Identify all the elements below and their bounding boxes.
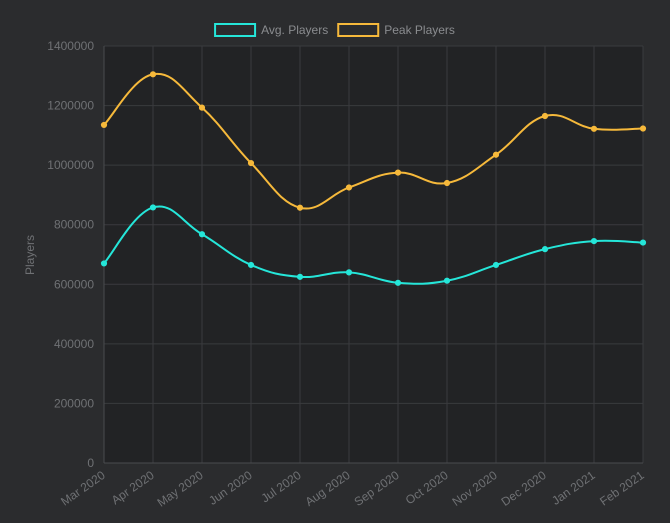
data-point-avg-players[interactable]	[639, 239, 647, 246]
x-tick-label: May 2020	[155, 468, 206, 510]
legend-label-peak-players: Peak Players	[384, 23, 455, 37]
data-point-peak-players[interactable]	[639, 125, 647, 132]
data-point-peak-players[interactable]	[443, 179, 451, 187]
data-point-avg-players[interactable]	[100, 260, 108, 267]
x-tick-label: Nov 2020	[450, 468, 500, 509]
y-tick-label: 1000000	[47, 158, 94, 172]
data-point-avg-players[interactable]	[492, 261, 500, 269]
data-point-avg-players[interactable]	[443, 277, 451, 284]
y-tick-label: 800000	[54, 218, 94, 232]
data-point-avg-players[interactable]	[590, 237, 598, 245]
data-point-peak-players[interactable]	[100, 121, 108, 129]
plot-area	[104, 46, 643, 463]
series-peak-players	[100, 71, 647, 211]
data-point-peak-players[interactable]	[149, 71, 157, 78]
y-axis: 0 200000 400000 600000 800000 1000000 1200000 1…	[47, 39, 105, 470]
x-tick-label: Jul 2020	[259, 468, 304, 506]
x-tick-label: Feb 2021	[597, 468, 647, 509]
y-tick-label: 0	[87, 456, 94, 470]
data-point-peak-players[interactable]	[247, 159, 255, 167]
data-point-peak-players[interactable]	[394, 169, 402, 176]
data-point-peak-players[interactable]	[541, 112, 549, 120]
y-tick-label: 400000	[54, 337, 94, 351]
y-tick-label: 600000	[54, 277, 94, 291]
x-tick-label: Oct 2020	[403, 468, 451, 508]
y-tick-label: 1200000	[47, 99, 94, 113]
x-tick-label: Aug 2020	[303, 468, 353, 509]
legend: Avg. Players Peak Players	[214, 23, 455, 37]
data-point-avg-players[interactable]	[247, 261, 255, 269]
data-point-peak-players[interactable]	[296, 204, 304, 211]
data-point-peak-players[interactable]	[590, 125, 598, 132]
x-tick-label: Jan 2021	[549, 468, 598, 508]
data-point-avg-players[interactable]	[394, 279, 402, 286]
data-point-peak-players[interactable]	[345, 184, 353, 191]
x-tick-label: Jun 2020	[206, 468, 255, 508]
x-tick-label: Apr 2020	[109, 468, 157, 508]
data-point-avg-players[interactable]	[198, 231, 206, 238]
data-point-avg-players[interactable]	[296, 273, 304, 280]
x-tick-label: Dec 2020	[499, 468, 549, 509]
data-point-avg-players[interactable]	[149, 204, 157, 211]
data-point-peak-players[interactable]	[492, 151, 500, 158]
legend-swatch-avg-players[interactable]	[214, 23, 257, 37]
y-tick-label: 200000	[54, 396, 94, 410]
y-axis-title: Players	[23, 235, 37, 275]
data-point-avg-players[interactable]	[541, 246, 549, 253]
data-point-peak-players[interactable]	[198, 104, 206, 111]
data-point-avg-players[interactable]	[345, 269, 353, 276]
x-tick-label: Sep 2020	[352, 468, 402, 509]
y-tick-label: 1400000	[47, 39, 94, 53]
data-series	[100, 71, 647, 286]
legend-label-avg-players: Avg. Players	[261, 23, 328, 37]
grid-lines	[103, 45, 644, 464]
series-avg-players	[100, 204, 647, 286]
legend-swatch-peak-players[interactable]	[337, 23, 380, 37]
x-tick-label: Mar 2020	[58, 468, 108, 509]
